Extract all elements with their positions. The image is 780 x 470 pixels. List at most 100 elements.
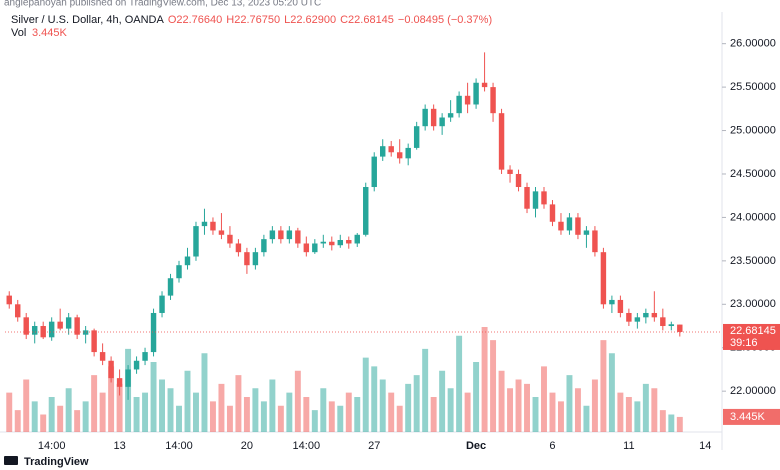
volume-bar (133, 397, 140, 432)
volume-bar (659, 410, 666, 432)
candle-body (133, 360, 140, 370)
volume-bar (286, 392, 293, 432)
volume-bar (252, 388, 259, 432)
x-tick-label: Dec (466, 440, 486, 452)
candle-body (116, 378, 123, 387)
candle-body (6, 295, 12, 305)
candle-body (354, 234, 360, 244)
y-tick-label: 22.00000 (730, 385, 776, 397)
volume-bar (388, 392, 395, 432)
candle-body (337, 240, 343, 246)
volume-bar (116, 383, 123, 432)
candle-body (15, 304, 21, 318)
x-tick-label: 14:00 (293, 440, 321, 452)
candle-body (481, 82, 488, 88)
volume-bar (532, 397, 539, 432)
volume-label-box (723, 408, 780, 425)
y-tick-label: 26.00000 (730, 38, 776, 50)
volume-bar (651, 388, 658, 432)
countdown: 39:16 (730, 337, 758, 349)
volume-bar (473, 362, 480, 432)
volume-bar (99, 392, 106, 432)
candle-body (456, 95, 462, 114)
last-price-box (723, 323, 780, 350)
candle-body (244, 252, 250, 266)
volume-bar (362, 357, 369, 432)
candle-body (634, 317, 641, 322)
volume-bar (150, 362, 157, 432)
volume-bar (507, 388, 514, 432)
last-price-label: 22.68145 (730, 325, 776, 337)
volume-bar (108, 366, 115, 432)
candle-body (422, 108, 428, 127)
volume-bar (541, 366, 547, 432)
candle-body (167, 278, 174, 296)
ohlc-label: L22.62900 (284, 14, 336, 26)
volume-bar (82, 401, 89, 432)
volume-bar (498, 370, 505, 432)
volume-bar (31, 401, 38, 432)
volume-bar (269, 379, 276, 432)
volume-bar (668, 414, 675, 432)
change-label: −0.08495 (−0.37%) (398, 14, 492, 26)
candle-body (490, 87, 496, 114)
volume-bar (303, 397, 310, 432)
candle-body (413, 126, 420, 148)
candle-body (363, 187, 369, 235)
volume-bar (642, 383, 649, 432)
candle-body (380, 146, 386, 157)
volume-bar (439, 370, 446, 432)
candle-body (396, 152, 403, 159)
candle-body (651, 312, 658, 318)
volume-bar (235, 375, 242, 432)
x-tick-label: 11 (623, 440, 634, 452)
volume-bar (625, 397, 632, 432)
volume-bar (464, 392, 471, 432)
volume-bar (159, 379, 166, 432)
footer-text: TradingView (24, 456, 89, 468)
volume-bar (557, 401, 564, 432)
volume-bar (676, 416, 683, 432)
volume-bar (6, 392, 13, 432)
candle-body (532, 191, 539, 209)
candle-body (439, 117, 445, 127)
volume-bar (422, 348, 429, 432)
publisher: anglepanoyan published on TradingView.co… (4, 0, 321, 9)
volume-axis-label: 3.445K (730, 411, 766, 423)
candle-body (23, 317, 29, 335)
candle-body (295, 230, 301, 244)
x-tick-label: 27 (368, 440, 380, 452)
y-tick-label: 24.00000 (730, 211, 776, 223)
volume-bar (549, 392, 556, 432)
candle-body (252, 252, 259, 266)
volume-bar (617, 392, 624, 432)
candle-body (541, 191, 547, 205)
volume-bar (209, 401, 216, 432)
candle-body (626, 312, 632, 322)
candle-body (592, 230, 598, 253)
volume-bar (379, 379, 386, 432)
candle-body (176, 265, 182, 279)
volume-bar (226, 405, 233, 432)
volume-bar (490, 340, 497, 432)
candle-body (583, 230, 590, 235)
volume-bar (201, 353, 208, 432)
candle-body (48, 321, 55, 338)
volume-bar (608, 353, 615, 432)
candle-body (507, 169, 513, 174)
candle-body (320, 241, 327, 244)
logo (4, 456, 18, 465)
volume-bar (243, 397, 250, 432)
volume-bar (328, 401, 335, 432)
volume-bar (184, 370, 191, 432)
candle-body (515, 173, 522, 188)
volume-bar (218, 383, 225, 432)
candle-body (660, 317, 666, 327)
ohlc-label: O22.76640 (168, 14, 222, 26)
candle-body (312, 243, 318, 253)
candle-body (218, 230, 225, 235)
candle-body (549, 204, 556, 222)
volume-bar (591, 379, 598, 432)
volume-bar (260, 401, 267, 432)
candle-body (159, 295, 165, 313)
